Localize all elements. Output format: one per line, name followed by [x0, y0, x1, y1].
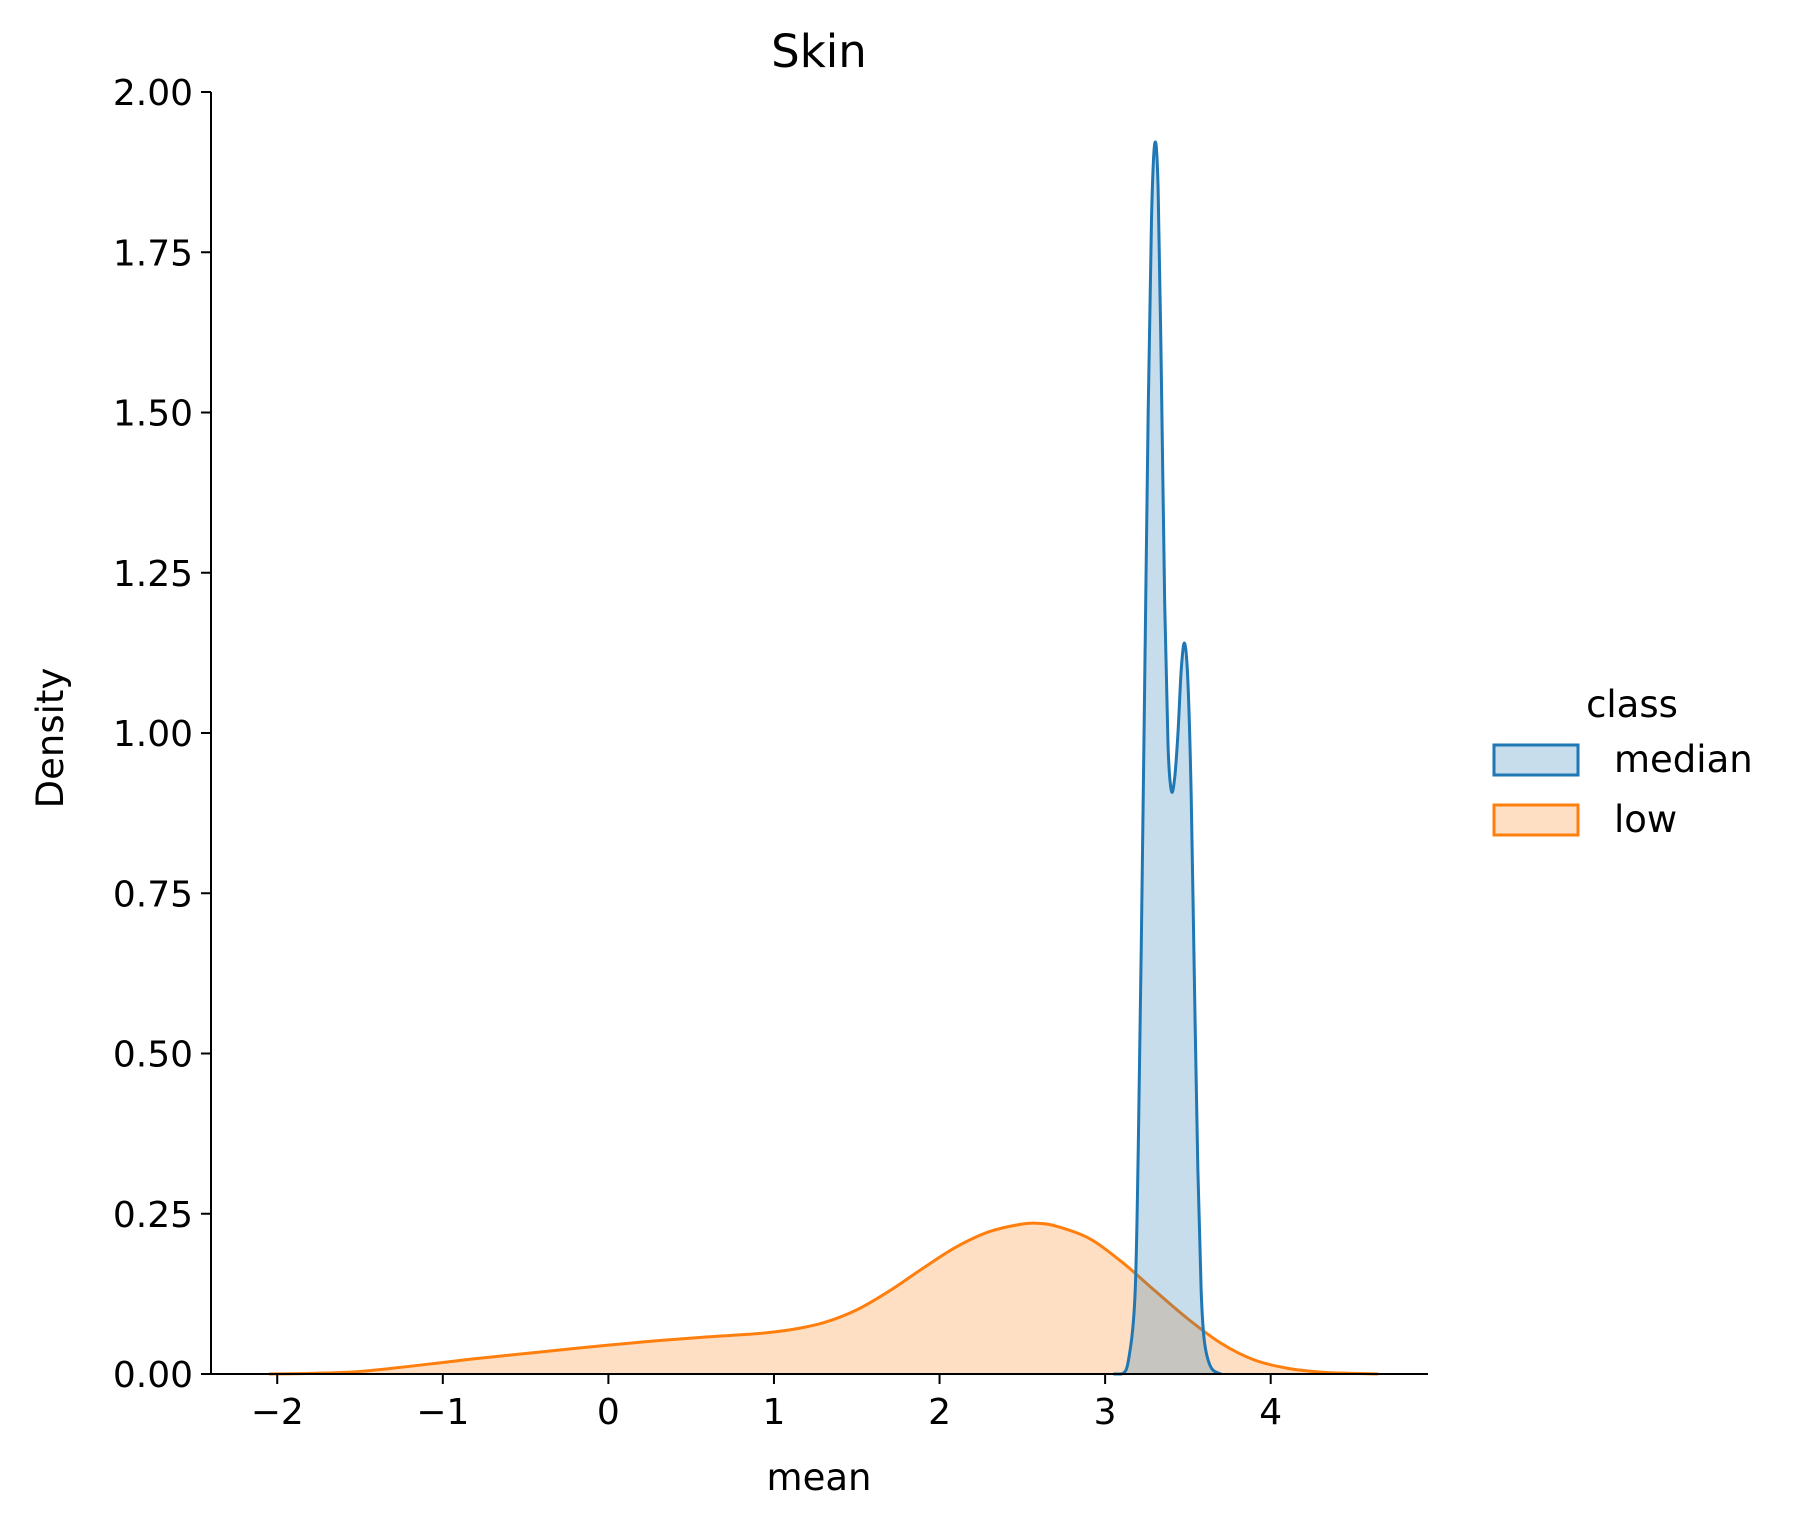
series-line-low [268, 1221, 1379, 1376]
x-tick-label: 0 [597, 1392, 620, 1433]
series-fill-low [268, 1223, 1379, 1374]
y-tick-label: 1.75 [113, 233, 193, 274]
legend-label-median: median [1614, 738, 1753, 781]
y-tick-label: 0.75 [113, 874, 193, 915]
y-tick-label: 2.00 [113, 73, 193, 114]
x-tick-label: −2 [251, 1392, 304, 1433]
x-axis-ticks: −2 −1 0 1 2 3 4 [251, 1374, 1282, 1433]
legend: class median low [1492, 683, 1753, 841]
x-tick-label: −1 [416, 1392, 469, 1433]
y-axis-label: Density [29, 668, 72, 809]
y-axis-ticks: 0.00 0.25 0.50 0.75 1.00 1.25 1.50 1.75 2.00 [113, 73, 211, 1396]
legend-title: class [1586, 683, 1678, 726]
x-tick-label: 1 [763, 1392, 786, 1433]
x-tick-label: 4 [1259, 1392, 1282, 1433]
chart-title: Skin [771, 25, 867, 78]
y-tick-label: 0.25 [113, 1195, 193, 1236]
series-line-median [1113, 140, 1222, 1376]
legend-swatch-median [1492, 743, 1580, 777]
y-tick-label: 1.00 [113, 714, 193, 755]
legend-entries: median low [1492, 738, 1753, 841]
x-axis-label: mean [767, 1456, 872, 1499]
plot-area [268, 140, 1379, 1376]
y-tick-label: 1.25 [113, 554, 193, 595]
y-tick-label: 0.50 [113, 1035, 193, 1076]
x-tick-label: 2 [928, 1392, 951, 1433]
legend-label-low: low [1614, 798, 1677, 841]
legend-swatch-low [1492, 803, 1580, 837]
y-tick-label: 0.00 [113, 1355, 193, 1396]
y-tick-label: 1.50 [113, 394, 193, 435]
x-tick-label: 3 [1094, 1392, 1117, 1433]
